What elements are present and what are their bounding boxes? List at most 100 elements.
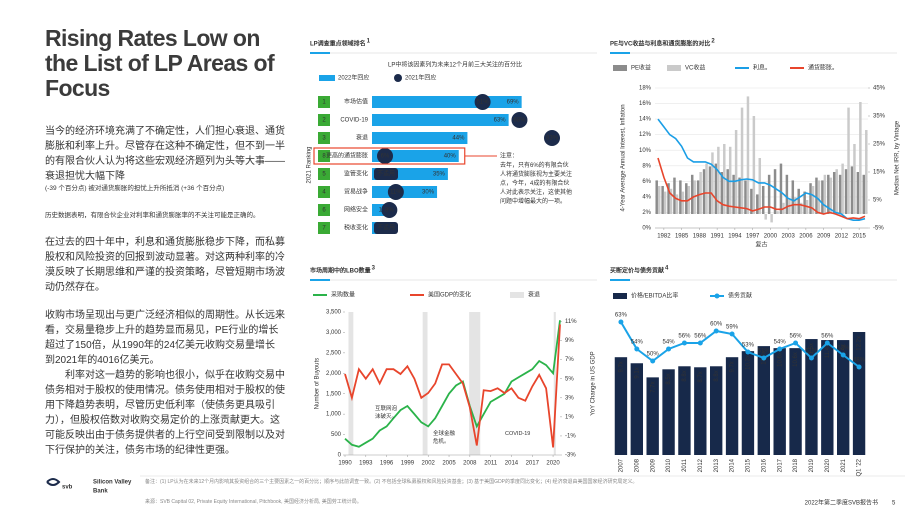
bar (725, 357, 739, 455)
chart-title: PE与VC收益与利息和通货膨胀的对比 (610, 40, 710, 48)
x-tick-label: 2003 (781, 234, 795, 240)
bar-label: 8.7x (698, 371, 704, 382)
bar (744, 180, 747, 214)
rank: 2 (322, 118, 326, 124)
bar (841, 163, 844, 214)
y-tick-label: 1,000 (326, 412, 342, 418)
report-name: 2022年第二季度SVB报告书 (805, 499, 878, 507)
dot-label: 83% (546, 136, 559, 142)
x-tick-label: 2017 (777, 458, 783, 472)
y2-tick-label: 9% (565, 338, 574, 344)
x-tick-label: 2005 (442, 461, 456, 467)
line-marker (713, 328, 719, 334)
line-label: 54% (631, 340, 644, 346)
bar (809, 183, 812, 214)
title-ref: 2 (711, 39, 715, 45)
y-tick-label: 2% (642, 210, 651, 216)
x-tick-label: 2016 (761, 458, 767, 472)
bar (669, 188, 673, 214)
bar (838, 174, 842, 214)
logo-mark: svb (62, 485, 73, 491)
x-tick-label: 1988 (693, 234, 707, 240)
rank: 1 (322, 100, 326, 106)
line-label: 54% (774, 340, 787, 346)
x-tick-label: 2012 (698, 458, 704, 472)
y-tick-label: 0% (642, 226, 651, 232)
line-label: 56% (678, 334, 691, 340)
bar (614, 357, 628, 455)
bar (799, 202, 803, 214)
bar (852, 332, 866, 455)
bar (773, 348, 786, 455)
y-tick-label: 3,000 (326, 330, 342, 336)
y-tick-label: 8% (642, 163, 651, 169)
bar-label: 12.2x (857, 336, 863, 351)
y-axis-label: 2021 Ranking (307, 146, 313, 183)
note: (-39 个百分点) 被对通货膨胀的担忧上升所抵消 (+36 个百分点) (45, 185, 225, 192)
bar (750, 188, 753, 214)
line-label: 50% (647, 352, 660, 358)
y-tick-label: 14% (639, 117, 652, 123)
bar (811, 186, 815, 214)
bar (662, 369, 675, 455)
bar (788, 200, 791, 214)
rank: 4 (322, 190, 326, 196)
rank-box (318, 168, 330, 180)
legend-label: 衰退 (528, 291, 540, 299)
bar-label: 10.6x (777, 352, 783, 367)
bar (773, 169, 777, 214)
x-tick-label: 1997 (746, 234, 760, 240)
logo-name: Silicon Valley (93, 480, 132, 486)
category-label: 监管变化 (344, 170, 368, 178)
bar (853, 144, 856, 214)
rank-box (318, 132, 330, 144)
bar (850, 166, 854, 214)
line-label: 51% (758, 349, 771, 355)
x-tick-label: 1993 (359, 461, 373, 467)
bar (720, 172, 724, 214)
page-number: 5 (892, 501, 896, 507)
bar (835, 169, 838, 214)
line-label: 53% (742, 343, 755, 349)
legend-label: VC收益 (685, 64, 705, 72)
bar (708, 166, 712, 214)
line (344, 324, 561, 448)
bar (372, 186, 438, 198)
y2-tick-label: 7% (565, 357, 574, 363)
bar (372, 132, 468, 144)
bar (829, 177, 833, 214)
bar (741, 351, 755, 455)
bar (673, 177, 676, 214)
rank-box (318, 186, 330, 198)
title-ref: 4 (665, 266, 669, 272)
x-tick-label: 2021 (841, 458, 847, 472)
paragraph: 利率对这一趋势的影响也很小，似乎在收购交易中债务相对于股权的使用情况。债务使用相… (45, 370, 285, 456)
bar (681, 191, 685, 214)
bar (856, 172, 860, 214)
bar (646, 377, 659, 455)
x-tick-label: 1990 (338, 461, 352, 467)
y2-tick-label: 25% (873, 142, 886, 148)
line-marker (840, 352, 846, 358)
line-marker (777, 346, 783, 352)
bar (805, 339, 818, 455)
y2-tick-label: 1% (565, 414, 574, 420)
x-tick-label: 1991 (710, 234, 724, 240)
bar-label: 10.6x (793, 352, 799, 367)
bar (821, 340, 834, 455)
x-tick-label: 2018 (793, 458, 799, 472)
y2-tick-label: -3% (565, 453, 576, 459)
annotation: 去年，只有6%的有限合伙人将通货膨胀视为主要关注点，今年，4成的有限合伙人对此表… (500, 163, 573, 205)
y-tick-label: 2,500 (326, 350, 342, 356)
x-tick-label: 2006 (799, 234, 813, 240)
line-label: 48% (853, 358, 866, 364)
na-box (374, 222, 398, 234)
y2-tick-label: 15% (873, 170, 886, 176)
bar (776, 211, 779, 214)
recession (553, 312, 556, 455)
bar (847, 107, 850, 214)
bar (757, 346, 771, 455)
y2-tick-label: 3% (565, 395, 574, 401)
line-marker (808, 355, 814, 361)
x-tick-label: 2014 (730, 458, 736, 472)
